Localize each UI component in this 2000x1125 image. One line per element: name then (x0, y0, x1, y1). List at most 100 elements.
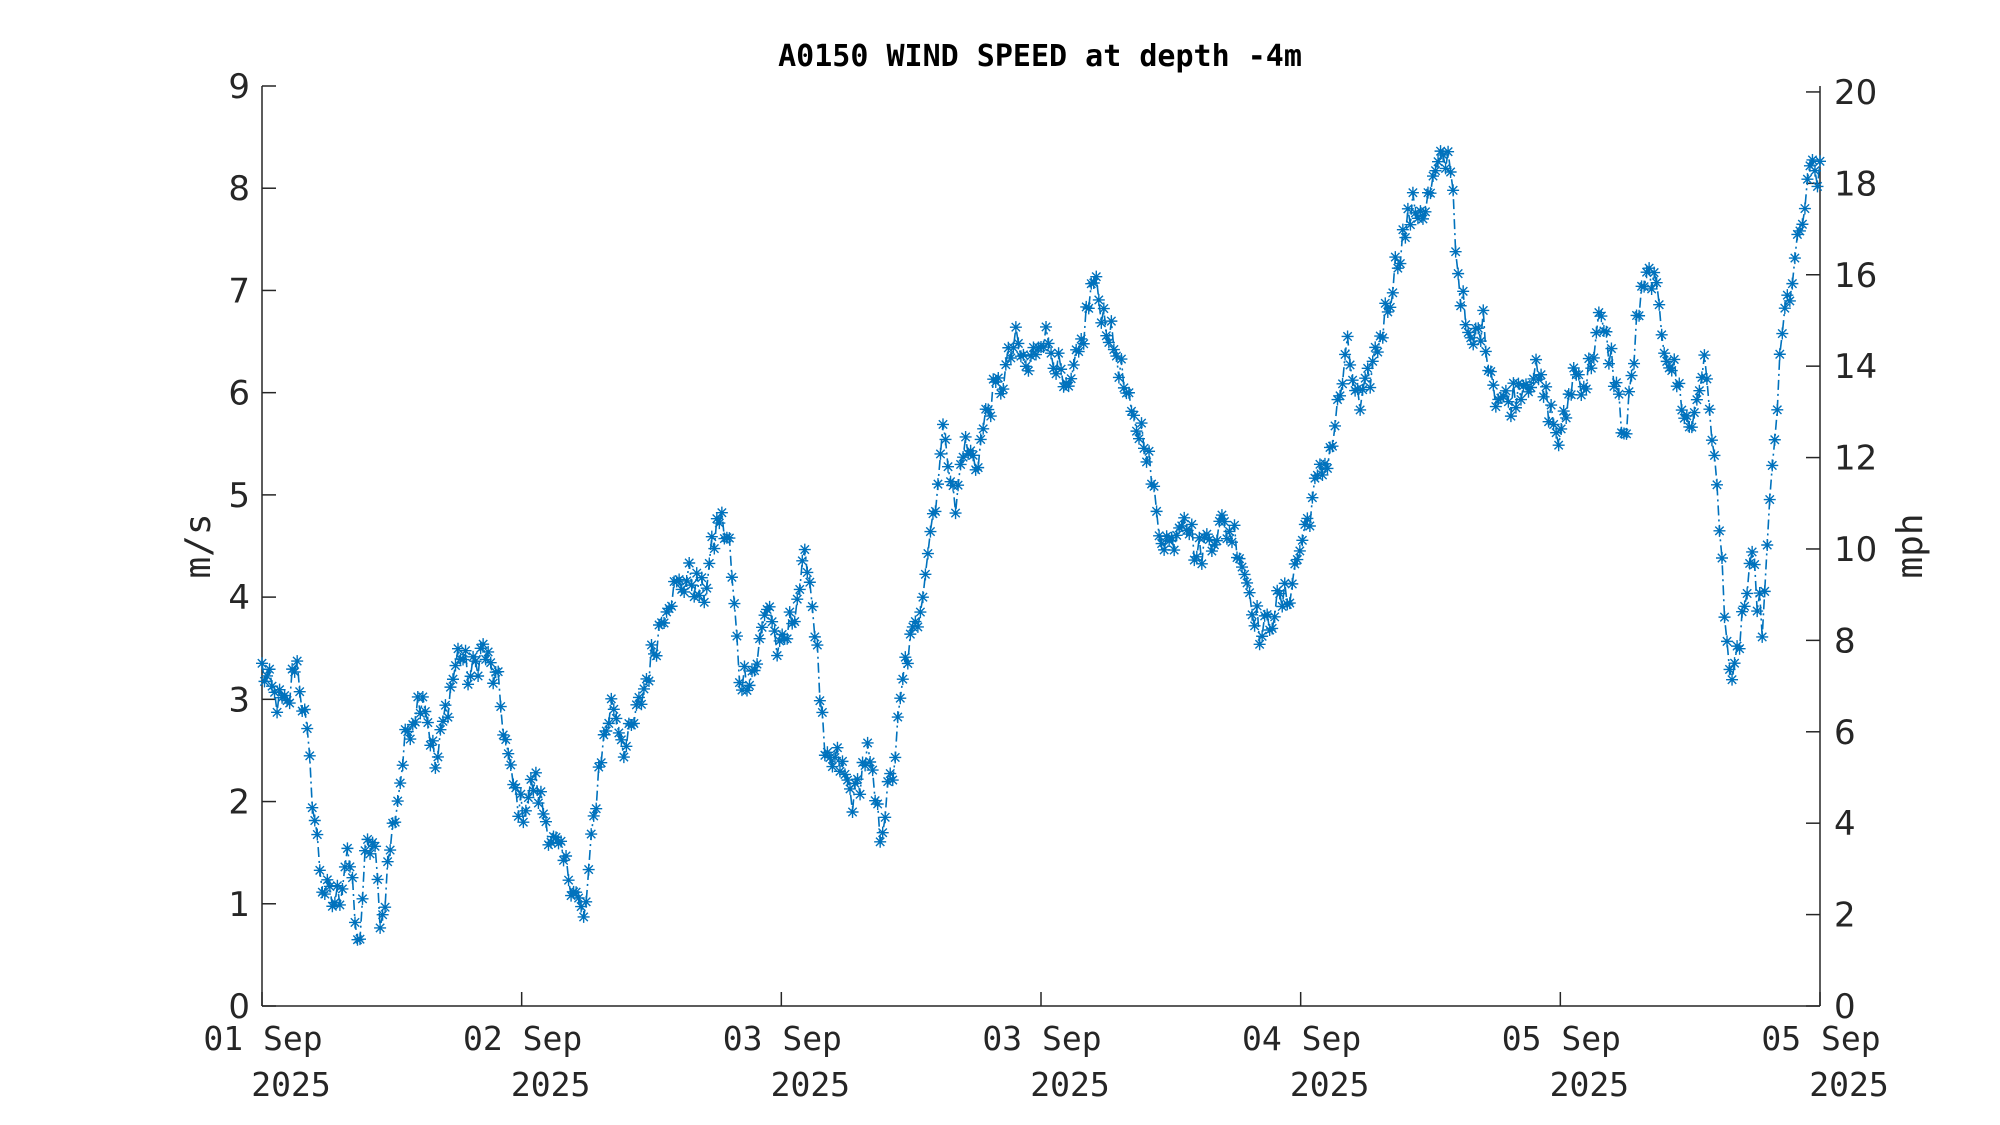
data-point-marker (1753, 587, 1766, 600)
data-point-marker (1459, 318, 1472, 331)
data-point-marker (967, 449, 980, 462)
data-point-marker (889, 751, 902, 764)
right-tick-label: 4 (1834, 804, 1856, 844)
data-point-marker (1590, 326, 1603, 339)
data-point-marker (1401, 202, 1414, 215)
data-point-marker (1484, 365, 1497, 378)
data-point-marker (899, 651, 912, 664)
data-point-marker (894, 692, 907, 705)
data-point-marker (838, 768, 851, 781)
data-point-marker (1236, 561, 1249, 574)
data-point-marker (1474, 335, 1487, 348)
data-point-marker (1115, 353, 1128, 366)
data-point-marker (529, 766, 542, 779)
data-point-marker (494, 700, 507, 713)
data-point-marker (866, 764, 879, 777)
data-point-marker (1019, 360, 1032, 373)
right-tick-label: 12 (1834, 439, 1877, 479)
data-point-marker (449, 659, 462, 672)
data-point-marker (1688, 406, 1701, 419)
data-point-marker (1218, 515, 1231, 528)
data-point-marker (587, 809, 600, 822)
data-point-marker (1698, 349, 1711, 362)
data-point-marker (266, 680, 279, 693)
data-point-marker (291, 655, 304, 668)
data-point-marker (394, 777, 407, 790)
data-point-marker (1369, 341, 1382, 354)
left-tick-label: 5 (228, 476, 250, 516)
data-point-marker (972, 461, 985, 474)
data-point-marker (1796, 218, 1809, 231)
data-point-marker (1575, 388, 1588, 401)
data-point-marker (1530, 353, 1543, 366)
data-point-marker (1117, 381, 1130, 394)
data-point-marker (733, 676, 746, 689)
data-point-marker (713, 517, 726, 530)
data-point-marker (1645, 282, 1658, 295)
data-point-marker (695, 571, 708, 584)
data-point-marker (1399, 231, 1412, 244)
data-point-marker (1341, 330, 1354, 343)
data-point-marker (1640, 266, 1653, 279)
data-point-marker (1210, 534, 1223, 547)
data-point-marker (944, 475, 957, 488)
data-point-marker (964, 444, 977, 457)
data-point-marker (1007, 341, 1020, 354)
data-point-marker (1758, 585, 1771, 598)
data-point-marker (698, 596, 711, 609)
data-point-marker (1140, 455, 1153, 468)
data-point-marker (974, 433, 987, 446)
data-point-marker (768, 625, 781, 638)
data-point-marker (1040, 320, 1053, 333)
data-point-marker (1251, 599, 1264, 612)
data-point-marker (642, 674, 655, 687)
data-point-marker (1017, 348, 1030, 361)
data-point-marker (896, 673, 909, 686)
data-point-marker (771, 649, 784, 662)
data-point-marker (1808, 164, 1821, 177)
data-point-marker (419, 705, 432, 718)
data-point-marker (1743, 557, 1756, 570)
data-point-marker (1029, 348, 1042, 361)
data-point-marker (1225, 536, 1238, 549)
data-point-marker (1771, 403, 1784, 416)
right-tick-label: 8 (1834, 621, 1856, 661)
data-point-marker (813, 694, 826, 707)
data-point-marker (821, 746, 834, 759)
data-point-marker (1288, 557, 1301, 570)
data-point-marker (479, 653, 492, 666)
data-point-marker (1454, 299, 1467, 312)
data-point-marker (452, 642, 465, 655)
data-point-marker (565, 889, 578, 902)
data-point-marker (1660, 355, 1673, 368)
data-point-marker (389, 816, 402, 829)
data-point-marker (1798, 202, 1811, 215)
data-point-marker (1047, 362, 1060, 375)
data-point-marker (1165, 531, 1178, 544)
data-point-marker (826, 760, 839, 773)
data-point-marker (1153, 529, 1166, 542)
data-point-marker (1095, 316, 1108, 329)
data-point-marker (758, 609, 771, 622)
data-point-marker (627, 717, 640, 730)
data-point-marker (1135, 417, 1148, 430)
data-point-marker (1643, 262, 1656, 275)
data-point-marker (1427, 170, 1440, 183)
data-point-marker (391, 795, 404, 808)
data-point-marker (715, 506, 728, 519)
data-point-marker (1286, 577, 1299, 590)
data-point-marker (1482, 364, 1495, 377)
data-point-marker (384, 844, 397, 857)
data-point-marker (575, 900, 588, 913)
data-point-marker (984, 410, 997, 423)
data-point-marker (992, 371, 1005, 384)
data-point-marker (1215, 509, 1228, 522)
data-point-marker (1178, 511, 1191, 524)
data-point-marker (1756, 630, 1769, 643)
data-point-marker (1361, 362, 1374, 375)
data-point-marker (1525, 381, 1538, 394)
data-point-marker (1519, 378, 1532, 391)
data-point-marker (1628, 357, 1641, 370)
data-point-marker (1306, 491, 1319, 504)
